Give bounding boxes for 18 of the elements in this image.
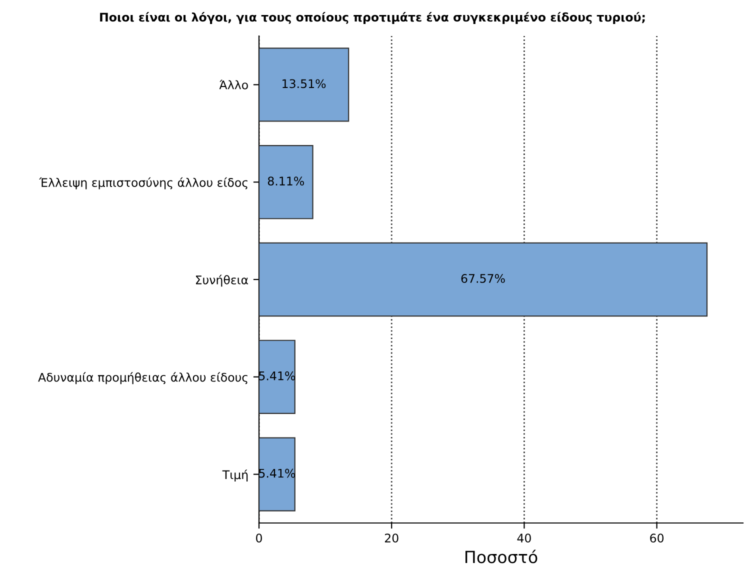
- x-tick-label: 40: [517, 534, 531, 543]
- bar: [259, 437, 296, 512]
- bar: [259, 340, 296, 414]
- data-label: 13.51%: [282, 79, 326, 88]
- y-tick-label: Συνήθεια: [196, 274, 248, 287]
- x-tick-label: 60: [650, 534, 664, 543]
- y-tick-label: Τιμή: [222, 470, 248, 482]
- bar: [259, 48, 350, 122]
- y-tick-label: Αδυναμία προμήθειας άλλου είδους: [38, 372, 248, 384]
- data-label: 8.11%: [268, 176, 304, 186]
- x-tick-label: 20: [384, 534, 398, 543]
- x-tick-label: 0: [256, 534, 262, 543]
- x-axis-title: Ποσοστό: [465, 550, 538, 564]
- bar: [259, 145, 314, 220]
- chart-title: Ποιοι είναι οι λόγοι, για τους οποίους προτιμάτε ένα συγκεκριμένο είδους τυριού;: [100, 12, 645, 24]
- y-tick-label: Άλλο: [219, 80, 248, 90]
- data-label: 67.57%: [461, 274, 505, 283]
- y-tick-label: Έλλειψη εμπιστοσύνης άλλου είδος: [39, 177, 248, 190]
